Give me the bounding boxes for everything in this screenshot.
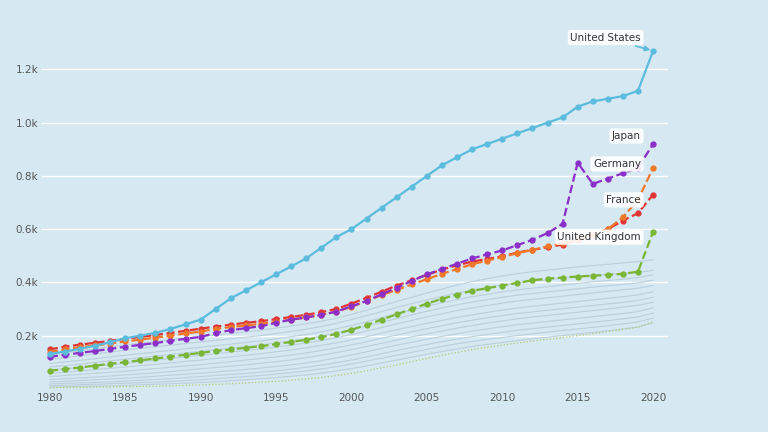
Text: Germany: Germany: [593, 159, 641, 169]
Text: United Kingdom: United Kingdom: [558, 232, 641, 242]
Text: France: France: [607, 195, 641, 205]
Text: Japan: Japan: [612, 131, 641, 141]
Text: United States: United States: [571, 32, 649, 51]
